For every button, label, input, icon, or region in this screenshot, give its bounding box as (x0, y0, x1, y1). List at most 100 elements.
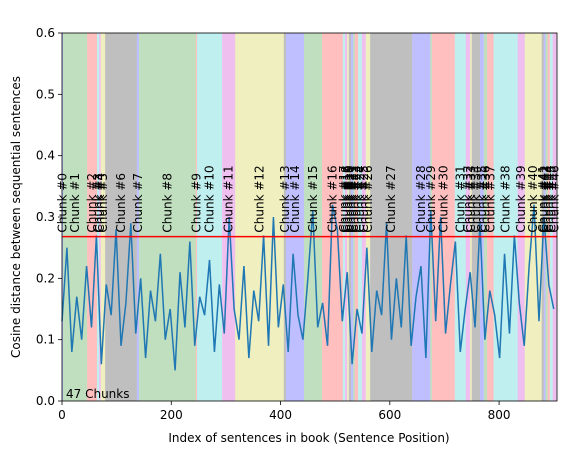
chunk-span (543, 33, 546, 401)
chunk-label: Chunk #33 (464, 165, 478, 232)
chunk-span (342, 33, 346, 401)
chunk-label: Chunk #39 (514, 165, 528, 232)
y-tick-label: 0.1 (36, 333, 55, 347)
data-line (61, 204, 555, 371)
chunk-label: Chunk #25 (357, 165, 371, 232)
chunk-span (351, 33, 354, 401)
chunk-label: Chunk #12 (253, 165, 267, 232)
chunk-label: Chunk #8 (160, 173, 174, 233)
chunk-label: Chunk #30 (436, 165, 450, 232)
y-tick-label: 0.0 (36, 394, 55, 408)
y-tick-label: 0.3 (36, 210, 55, 224)
y-tick-label: 0.2 (36, 271, 55, 285)
chunk-span (487, 33, 494, 401)
chunk-label: Chunk #2 (85, 173, 99, 233)
x-tick-label: 200 (160, 408, 183, 422)
chunk-label: Chunk #27 (384, 165, 398, 232)
chunk-label: Chunk #17 (337, 165, 351, 232)
chunk-label: Chunk #5 (96, 173, 110, 233)
chunk-span (100, 33, 106, 401)
chunk-span (99, 33, 101, 401)
chunk-label: Chunk #9 (189, 173, 203, 233)
chunk-label: Chunk #19 (341, 165, 355, 232)
chunk-span (283, 33, 287, 401)
chunk-span (412, 33, 431, 401)
y-tick-label: 0.5 (36, 87, 55, 101)
chunk-span (483, 33, 488, 401)
chunk-span (358, 33, 362, 401)
chunk-span (62, 33, 64, 401)
chunk-label: Chunk #13 (278, 165, 292, 232)
chunk-label: Chunk #43 (540, 165, 554, 232)
chunk-span (353, 33, 355, 401)
chunk-label: Chunk #37 (483, 165, 497, 232)
chunk-span (361, 33, 366, 401)
chunk-label: Chunk #29 (424, 165, 438, 232)
chunk-span (96, 33, 100, 401)
chunk-span (465, 33, 471, 401)
chunk-span (470, 33, 472, 401)
chunk-label: Chunk #38 (499, 165, 513, 232)
chunk-span (541, 33, 544, 401)
chunk-span (354, 33, 359, 401)
chunk-span (517, 33, 525, 401)
x-axis-label: Index of sentences in book (Sentence Pos… (168, 431, 449, 445)
chunk-label: Chunk #18 (339, 165, 353, 232)
chunk-label: Chunk #23 (349, 165, 363, 232)
chunk-span (348, 33, 352, 401)
chunk-label: Chunk #28 (414, 165, 428, 232)
chunk-label: Chunk #24 (353, 165, 367, 232)
chunk-label: Chunk #20 (343, 165, 357, 232)
chunk-span (347, 33, 349, 401)
chunk-label: Chunk #44 (542, 165, 556, 232)
chunk-label: Chunk #11 (222, 165, 236, 232)
chunk-span (365, 33, 371, 401)
chunk-label: Chunk #14 (288, 165, 302, 232)
chunk-label: Chunk #26 (361, 165, 375, 232)
chunk-span (547, 33, 550, 401)
chunk-span (549, 33, 553, 401)
annotation: 47 Chunks (66, 387, 129, 401)
chunk-label: Chunk #22 (347, 165, 361, 232)
chunk-span (195, 33, 197, 401)
chunk-label: Chunk #15 (306, 165, 320, 232)
chunk-span (235, 33, 284, 401)
chunk-label: Chunk #6 (114, 173, 128, 233)
x-tick-label: 400 (269, 408, 292, 422)
chunk-label: Chunk #10 (203, 165, 217, 232)
chunk-span (454, 33, 466, 401)
chunk-span (545, 33, 548, 401)
chunk-label: Chunk #0 (56, 173, 70, 233)
y-tick-label: 0.4 (36, 149, 55, 163)
chunk-label: Chunk #34 (469, 165, 483, 232)
chunk-label: Chunk #41 (536, 165, 550, 232)
chunk-span (479, 33, 484, 401)
chunk-span (345, 33, 348, 401)
chunk-label: Chunk #7 (131, 173, 145, 233)
chunk-span (471, 33, 480, 401)
chunk-label: Chunk #45 (544, 165, 558, 232)
chunk-span (139, 33, 196, 401)
chunk-label: Chunk #42 (538, 165, 552, 232)
chunk-label: Chunk #3 (91, 173, 105, 233)
chunk-label: Chunk #31 (453, 165, 467, 232)
y-axis-label: Cosine distance between sequential sente… (9, 76, 23, 358)
x-tick-label: 0 (58, 408, 66, 422)
chunk-label: Chunk #1 (68, 173, 82, 233)
x-tick-label: 600 (378, 408, 401, 422)
x-tick-label: 800 (488, 408, 511, 422)
y-tick-label: 0.6 (36, 26, 55, 40)
chunk-span (552, 33, 557, 401)
chunk-label: Chunk #32 (461, 165, 475, 232)
chunk-span (63, 33, 88, 401)
chunk-label: Chunk #35 (475, 165, 489, 232)
chunk-label: Chunk #4 (93, 173, 107, 233)
chunk-span (431, 33, 455, 401)
chunk-label: Chunk #21 (345, 165, 359, 232)
chunk-label: Chunk #46 (548, 165, 562, 232)
chunk-label: Chunk #40 (526, 165, 540, 232)
chunk-label: Chunk #16 (325, 165, 339, 232)
chunk-span (196, 33, 223, 401)
chunk-span (136, 33, 140, 401)
